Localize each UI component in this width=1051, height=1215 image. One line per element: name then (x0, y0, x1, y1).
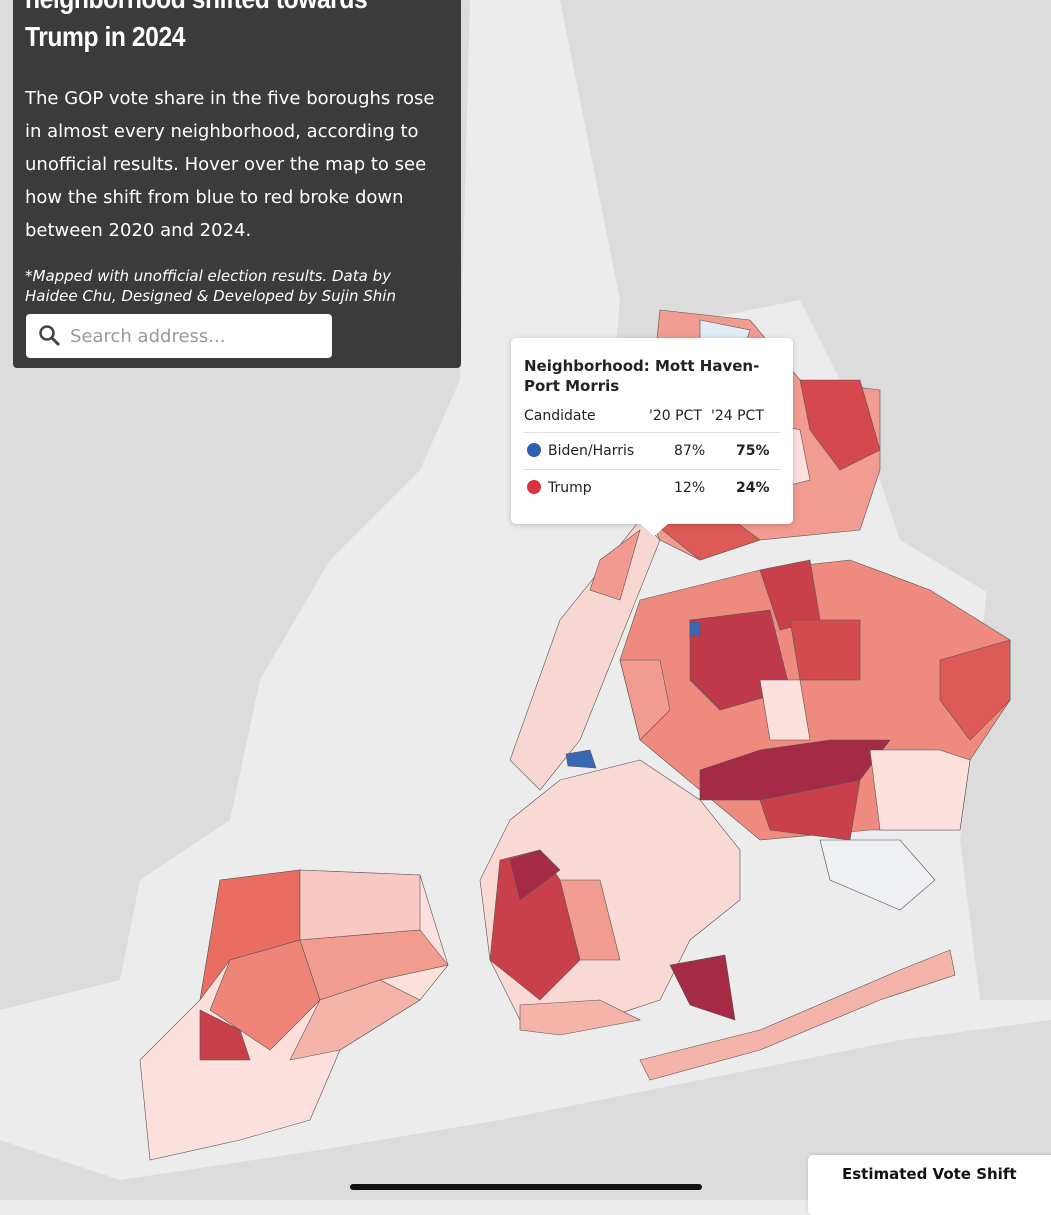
neighborhood (789, 619, 861, 681)
legend-title: Estimated Vote Shift (842, 1165, 1017, 1183)
neighborhood (869, 749, 971, 831)
neighborhood (819, 839, 936, 911)
pct-2020: 12% (674, 480, 706, 496)
column-header: '24 PCT (711, 408, 764, 424)
neighborhood (289, 979, 421, 1061)
candidate: Trump (548, 480, 592, 496)
legend[interactable]: Estimated Vote Shift (808, 1155, 1051, 1215)
tooltip: Neighborhood: Mott Haven-Port Morris Can… (511, 338, 793, 536)
search-icon (39, 325, 61, 347)
neighborhood (199, 1009, 251, 1061)
neighborhood (299, 869, 421, 941)
neighborhood (519, 999, 641, 1036)
land-south (0, 1020, 1051, 1200)
neighborhood (799, 379, 881, 471)
candidate-dot (527, 480, 541, 494)
panel-description: The GOP vote share in the five boroughs … (25, 88, 435, 241)
tooltip-pointer (639, 523, 669, 536)
search-box[interactable]: Search address... (26, 314, 332, 358)
neighborhood (639, 949, 956, 1081)
pct-2024: 24% (736, 480, 770, 496)
info-panel: neighborhood shifted towards Trump in 20… (13, 0, 461, 368)
neighborhood (565, 749, 597, 769)
column-header: Candidate (524, 408, 596, 424)
pct-2020: 87% (674, 443, 706, 459)
neighborhood (559, 879, 621, 961)
neighborhood (589, 529, 641, 601)
pct-2024: 75% (736, 443, 770, 459)
column-header: '20 PCT (649, 408, 702, 424)
panel-credit: *Mapped with unofficial election results… (25, 267, 396, 305)
search-placeholder: Search address... (70, 326, 226, 347)
candidate-dot (527, 443, 541, 457)
tooltip-neighborhood: Neighborhood: Mott Haven-Port Morris (524, 357, 760, 395)
neighborhood (209, 939, 321, 1051)
home-indicator (350, 1184, 702, 1190)
neighborhood (619, 659, 671, 741)
neighborhood (689, 621, 701, 637)
neighborhood (509, 849, 561, 901)
neighborhood (669, 954, 736, 1021)
panel-title: neighborhood shifted towards Trump in 20… (25, 0, 368, 52)
land-north (560, 0, 1051, 600)
neighborhood (939, 639, 1011, 741)
tooltip-row: Trump 12% 24% (524, 469, 780, 506)
tooltip-row: Biden/Harris 87% 75% (524, 432, 780, 469)
neighborhood (759, 679, 811, 741)
land-east (960, 540, 1051, 1000)
neighborhood (299, 929, 449, 1001)
candidate: Biden/Harris (548, 443, 635, 459)
